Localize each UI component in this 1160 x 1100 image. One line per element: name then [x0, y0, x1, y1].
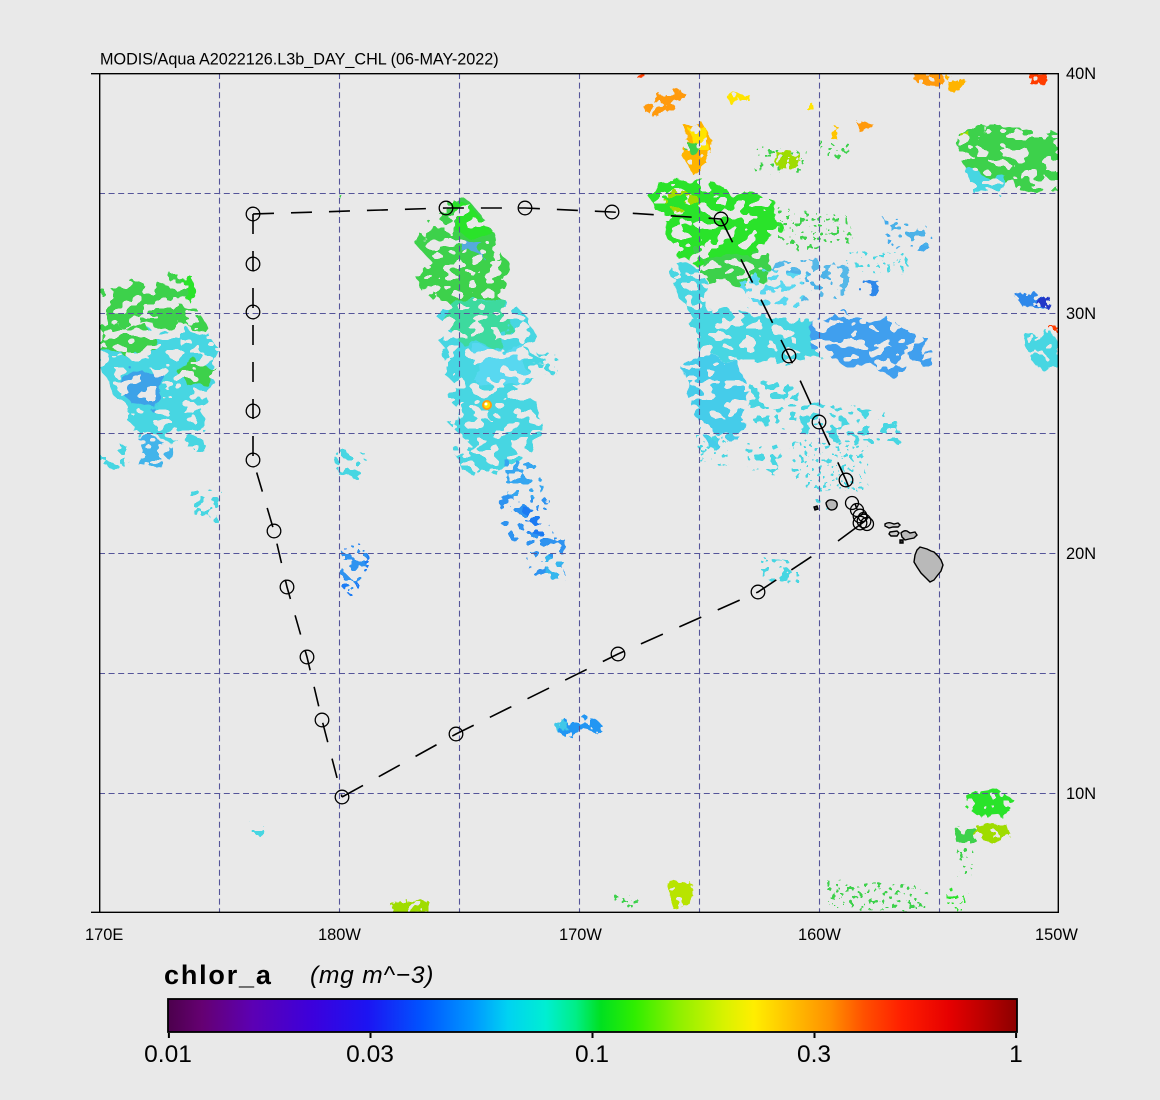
svg-text:(mg m^−3): (mg m^−3): [310, 962, 434, 989]
svg-text:chlor_a: chlor_a: [164, 960, 273, 990]
svg-text:0.1: 0.1: [575, 1041, 609, 1068]
svg-text:MODIS/Aqua A2022126.L3b_DAY_CH: MODIS/Aqua A2022126.L3b_DAY_CHL (06-MAY-…: [100, 51, 499, 69]
svg-text:40N: 40N: [1066, 65, 1096, 83]
svg-text:30N: 30N: [1066, 305, 1096, 323]
svg-text:0.01: 0.01: [144, 1041, 192, 1068]
svg-text:180W: 180W: [318, 926, 361, 944]
svg-text:10N: 10N: [1066, 785, 1096, 803]
svg-text:1: 1: [1009, 1041, 1023, 1068]
svg-text:0.3: 0.3: [797, 1041, 831, 1068]
svg-text:170E: 170E: [85, 926, 123, 944]
svg-text:170W: 170W: [559, 926, 602, 944]
svg-text:0.03: 0.03: [346, 1041, 394, 1068]
svg-text:160W: 160W: [798, 926, 841, 944]
svg-text:150W: 150W: [1035, 926, 1078, 944]
svg-text:20N: 20N: [1066, 545, 1096, 563]
